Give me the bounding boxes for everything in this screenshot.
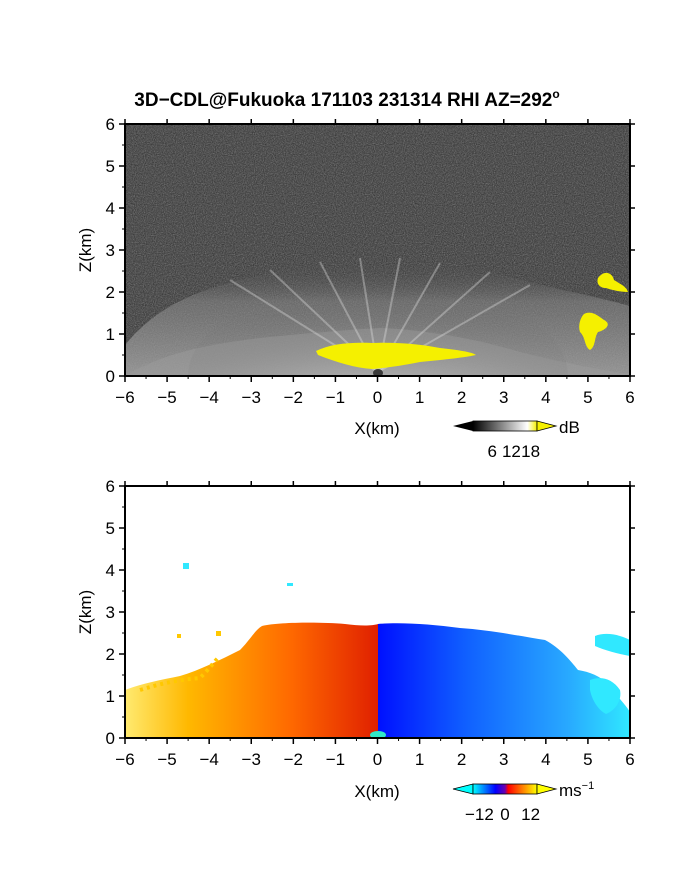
y-tick-label: 6 (106, 477, 115, 496)
x-tick-label: 3 (499, 750, 508, 769)
x-tick-label: 3 (499, 388, 508, 407)
chart-title: 3D−CDL@Fukuoka 171103 231314 RHI AZ=292o (134, 87, 559, 111)
bright-echo-patch (579, 312, 608, 350)
colorbar-unit: dB (559, 418, 580, 437)
x-axis-label: X(km) (354, 419, 399, 438)
y-tick-label: 2 (106, 283, 115, 302)
velocity-colorbar: −12 0 12 ms−1 (452, 780, 594, 824)
x-tick-label: −1 (326, 750, 345, 769)
colorbar-tick-label: −12 (465, 805, 494, 824)
y-tick-label: 1 (106, 687, 115, 706)
x-tick-label: 2 (457, 388, 466, 407)
x-tick-label: 6 (625, 750, 634, 769)
x-tick-label: 5 (583, 388, 592, 407)
y-tick-label: 0 (106, 729, 115, 748)
x-tick-label: 0 (373, 388, 382, 407)
y-tick-label: 1 (106, 325, 115, 344)
x-tick-label: 4 (541, 388, 550, 407)
x-axis-label: X(km) (354, 782, 399, 801)
reflectivity-field (125, 124, 630, 376)
y-tick-label: 3 (106, 603, 115, 622)
x-tick-label: −3 (242, 750, 261, 769)
velocity-field (125, 486, 630, 738)
y-tick-label: 5 (106, 157, 115, 176)
x-tick-label: 1 (415, 388, 424, 407)
x-tick-label: −1 (326, 388, 345, 407)
x-tick-label: −5 (157, 750, 176, 769)
bright-echo-patch (597, 272, 628, 292)
x-tick-label: 6 (625, 388, 634, 407)
y-axis-label: Z(km) (76, 228, 95, 272)
receding-flow-region (125, 622, 378, 738)
velocity-axes: −6 −5 −4 −3 −2 −1 0 1 2 3 4 5 6 0 1 2 3 4 5 6 (106, 477, 635, 769)
y-tick-label: 3 (106, 241, 115, 260)
colorbar-tick-label: 6 (487, 442, 496, 461)
x-tick-label: −4 (199, 388, 218, 407)
y-tick-label: 4 (106, 561, 115, 580)
x-tick-label: 2 (457, 750, 466, 769)
colorbar-tick-label: 12 (502, 442, 521, 461)
y-tick-label: 0 (106, 367, 115, 386)
x-tick-label: 5 (583, 750, 592, 769)
colorbar-unit: ms−1 (559, 780, 594, 800)
x-tick-label: 1 (415, 750, 424, 769)
x-tick-label: −4 (199, 750, 218, 769)
colorbar-tick-label: 0 (500, 805, 509, 824)
x-tick-label: −2 (284, 388, 303, 407)
x-tick-label: −5 (157, 388, 176, 407)
approaching-flow-region (378, 623, 630, 738)
reflectivity-axes: −6 −5 −4 −3 −2 −1 0 1 2 3 4 5 6 0 1 2 3 4 5 6 (106, 115, 635, 407)
y-tick-label: 5 (106, 519, 115, 538)
colorbar-tick-label: 18 (521, 442, 540, 461)
bright-echo-core (316, 342, 476, 369)
colorbar-tick-label: 12 (521, 805, 540, 824)
x-tick-label: −3 (242, 388, 261, 407)
x-tick-label: −6 (115, 388, 134, 407)
x-tick-label: 4 (541, 750, 550, 769)
y-tick-label: 6 (106, 115, 115, 134)
x-tick-label: −2 (284, 750, 303, 769)
y-tick-label: 4 (106, 199, 115, 218)
y-axis-label: Z(km) (76, 590, 95, 634)
x-tick-label: −6 (115, 750, 134, 769)
reflectivity-colorbar: 6 12 18 dB (453, 418, 580, 461)
x-tick-label: 0 (373, 750, 382, 769)
y-tick-label: 2 (106, 645, 115, 664)
